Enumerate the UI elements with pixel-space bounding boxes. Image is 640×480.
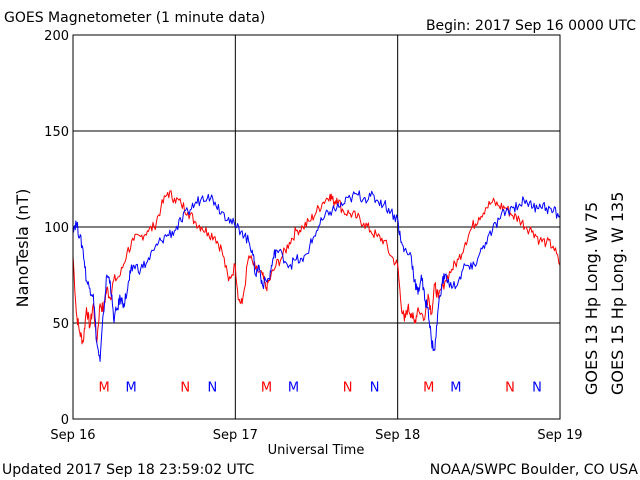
x-tick-labels: Sep 16 Sep 17 Sep 18 Sep 19	[50, 428, 582, 443]
chart-title: GOES Magnetometer (1 minute data)	[4, 10, 265, 26]
x-tick-label: Sep 18	[375, 428, 420, 443]
marker-m: M	[126, 380, 137, 395]
legend-goes13: GOES 13 Hp Long. W 75	[582, 202, 601, 395]
marker-m: M	[288, 380, 299, 395]
credit-text: NOAA/SWPC Boulder, CO USA	[430, 462, 639, 478]
y-tick-label: 50	[52, 317, 69, 332]
marker-m: M	[450, 380, 461, 395]
marker-m: M	[261, 380, 272, 395]
legend-goes15: GOES 15 Hp Long. W 135	[608, 192, 627, 395]
marker-m: M	[423, 380, 434, 395]
marker-n: N	[207, 380, 217, 395]
x-tick-label: Sep 17	[213, 428, 258, 443]
y-tick-labels: 0 50 100 150 200	[44, 29, 69, 428]
grid	[72, 34, 561, 420]
marker-n: N	[180, 380, 190, 395]
marker-n: N	[343, 380, 353, 395]
marker-n: N	[370, 380, 380, 395]
x-tick-label: Sep 19	[537, 428, 582, 443]
begin-time: Begin: 2017 Sep 16 0000 UTC	[426, 18, 636, 34]
updated-timestamp: Updated 2017 Sep 18 23:59:02 UTC	[2, 462, 255, 478]
x-tick-label: Sep 16	[50, 428, 95, 443]
marker-n: N	[505, 380, 515, 395]
marker-n: N	[532, 380, 542, 395]
plot-frame	[72, 34, 561, 420]
marker-m: M	[99, 380, 110, 395]
series-line-goes13	[72, 190, 561, 345]
series-lines	[72, 190, 561, 362]
series-line-goes15	[72, 190, 561, 362]
y-tick-label: 0	[61, 413, 69, 428]
y-tick-label: 100	[44, 221, 69, 236]
y-axis-label: NanoTesla (nT)	[13, 189, 32, 308]
y-tick-label: 200	[44, 29, 69, 44]
x-axis-label: Universal Time	[268, 443, 365, 458]
y-tick-label: 150	[44, 125, 69, 140]
